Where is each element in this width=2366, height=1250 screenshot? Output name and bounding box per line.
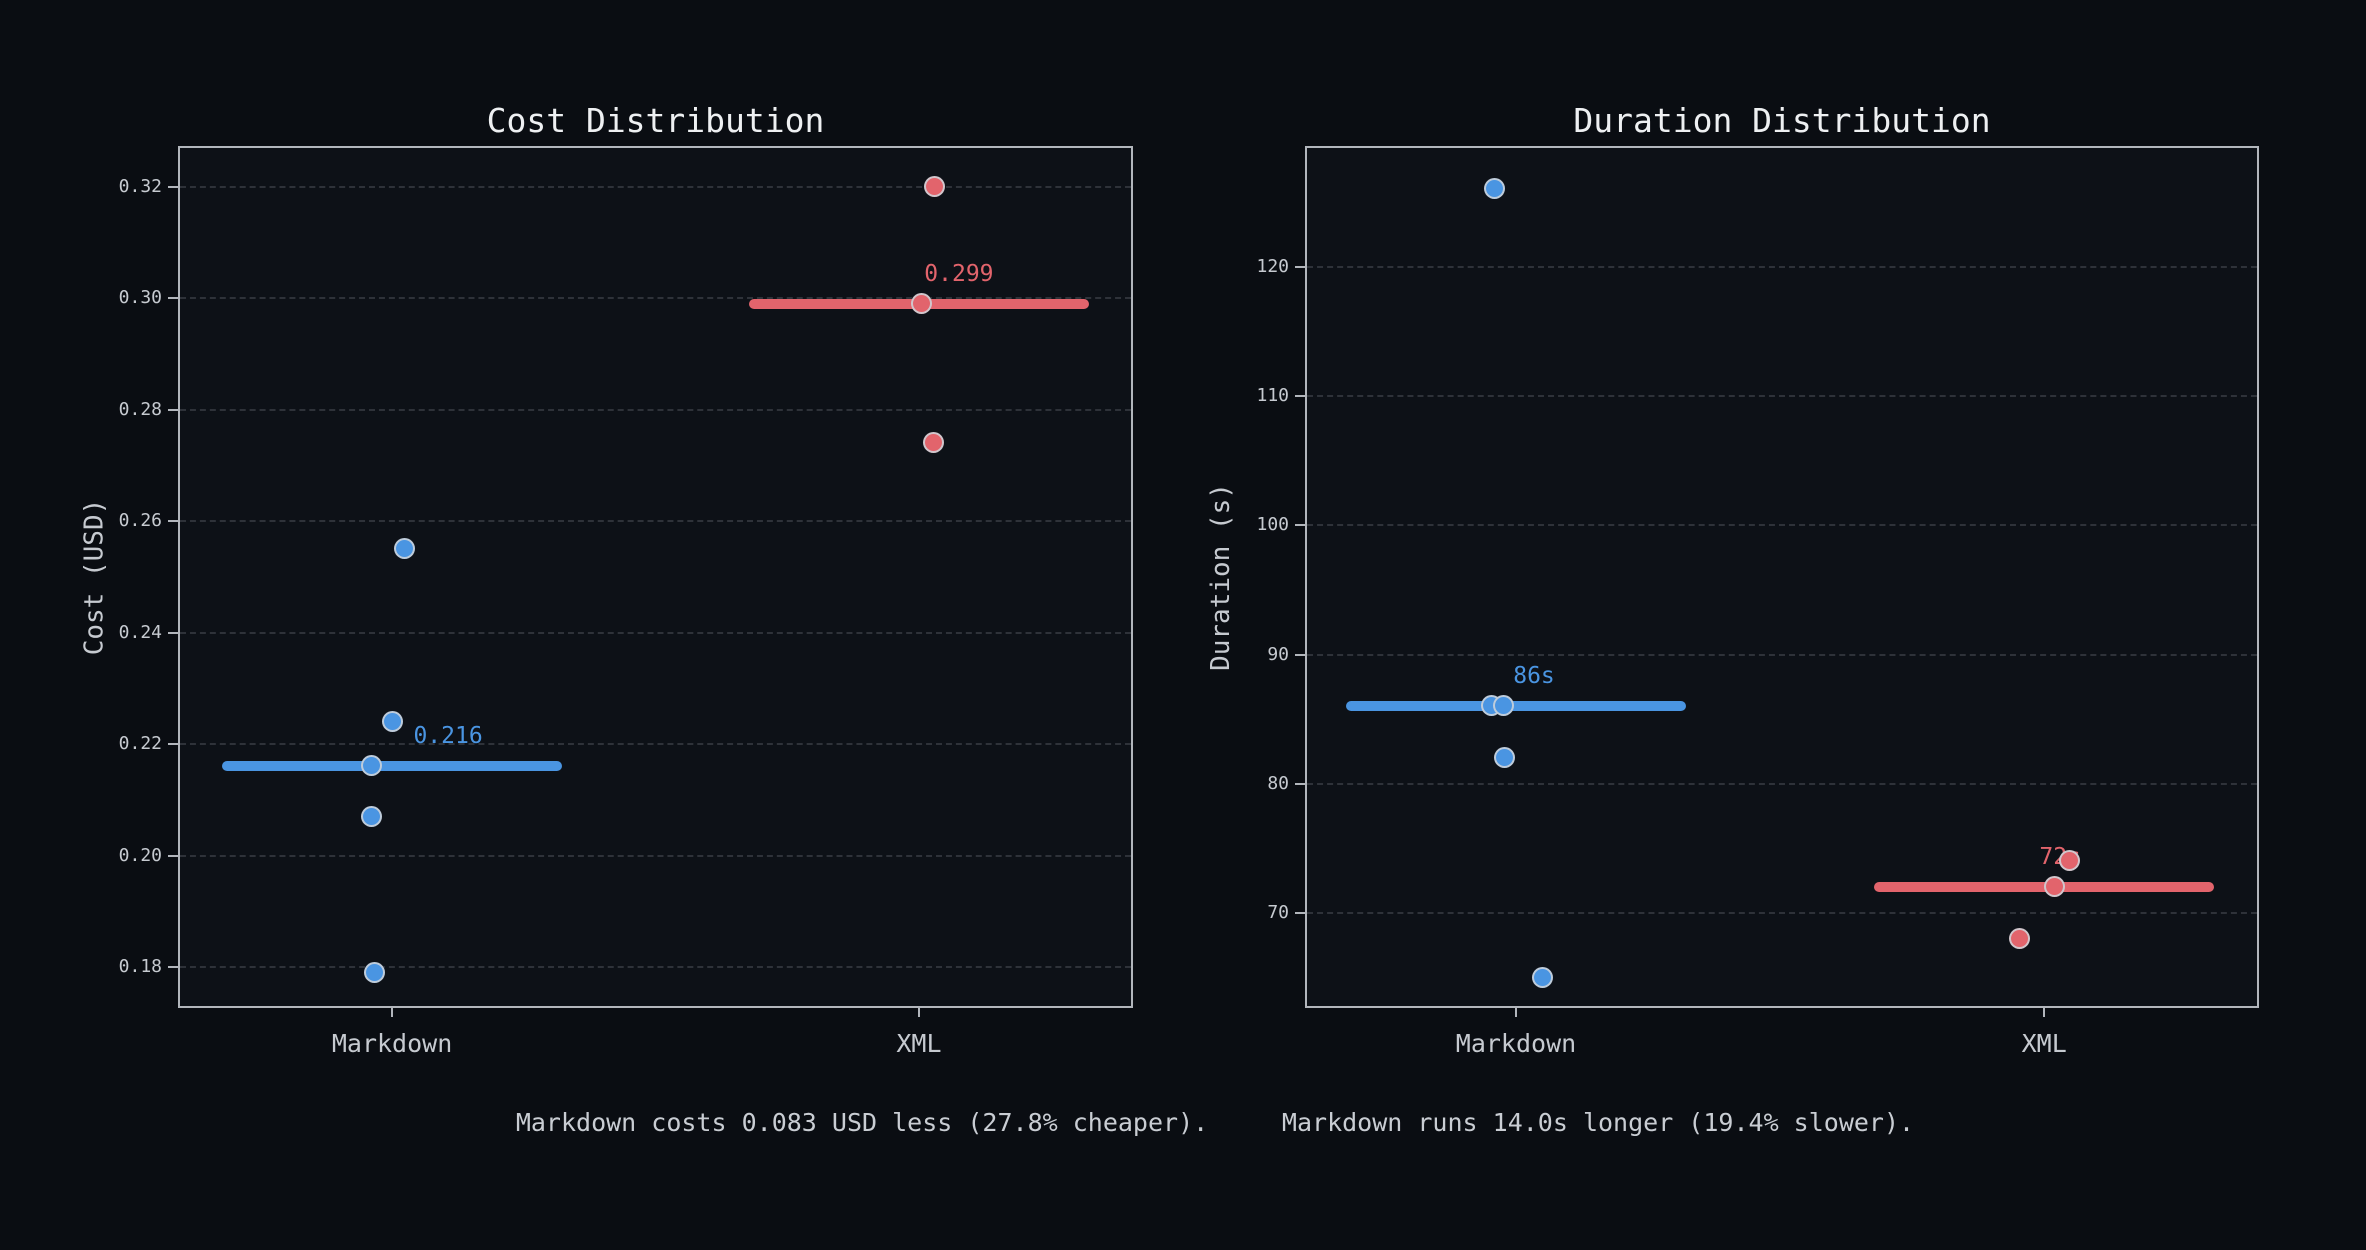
gridline	[180, 186, 1131, 188]
y-tick-label: 0.32	[118, 176, 162, 197]
median-line-markdown	[222, 761, 563, 772]
y-tick-mark	[1295, 395, 1305, 398]
data-point-markdown	[364, 961, 386, 983]
data-point-xml	[2059, 850, 2081, 872]
y-tick-mark	[1295, 653, 1305, 656]
y-tick-label: 0.22	[118, 733, 162, 755]
median-label-markdown: 86s	[1513, 663, 1555, 690]
data-point-xml	[922, 432, 944, 454]
data-point-markdown	[1493, 695, 1514, 717]
data-point-markdown	[1484, 178, 1505, 200]
data-point-markdown	[1532, 966, 1553, 988]
y-tick-label: 0.18	[118, 956, 162, 977]
y-tick-label: 0.30	[118, 287, 162, 309]
y-tick-label: 120	[1256, 255, 1289, 277]
gridline	[1307, 265, 2257, 268]
data-point-markdown	[361, 805, 383, 827]
y-tick-mark	[1295, 911, 1305, 914]
y-tick-mark	[168, 743, 178, 746]
y-tick-label: 110	[1256, 385, 1289, 407]
x-tick-mark	[391, 1008, 394, 1017]
y-tick-mark	[1295, 265, 1305, 268]
y-tick-mark	[1295, 782, 1305, 785]
median-line-markdown	[1346, 701, 1686, 712]
data-point-xml	[2009, 927, 2031, 949]
x-tick-mark	[2043, 1008, 2046, 1017]
gridline	[180, 408, 1131, 411]
y-tick-mark	[168, 186, 178, 188]
gridline	[180, 743, 1131, 746]
y-tick-label: 100	[1256, 514, 1289, 536]
y-tick-label: 0.28	[118, 398, 162, 420]
median-label-markdown: 0.216	[413, 723, 483, 750]
y-tick-mark	[168, 520, 178, 523]
y-tick-mark	[168, 854, 178, 857]
x-tick-mark	[1515, 1008, 1517, 1017]
data-point-xml	[2044, 876, 2066, 898]
x-tick-label-markdown: Markdown	[331, 1029, 453, 1058]
y-tick-label: 90	[1267, 643, 1289, 665]
y-tick-mark	[168, 631, 178, 634]
gridline	[180, 631, 1131, 634]
x-tick-mark	[917, 1008, 920, 1017]
cost-chart-title: Cost Distribution	[486, 101, 825, 140]
y-tick-mark	[168, 297, 178, 300]
gridline	[180, 854, 1131, 857]
x-tick-label-xml: XML	[2021, 1029, 2067, 1058]
data-point-markdown	[382, 710, 404, 732]
y-tick-mark	[1295, 524, 1305, 527]
data-point-markdown	[361, 755, 383, 777]
duration-chart-title: Duration Distribution	[1573, 101, 1991, 140]
gridline	[1307, 524, 2257, 527]
y-tick-label: 0.26	[118, 510, 162, 532]
data-point-markdown	[394, 538, 416, 560]
gridline	[1307, 395, 2257, 398]
y-tick-label: 70	[1267, 901, 1289, 923]
y-tick-label: 0.24	[118, 621, 162, 643]
gridline	[180, 297, 1131, 300]
x-tick-label-markdown: Markdown	[1455, 1029, 1577, 1058]
cost-summary-text: Markdown costs 0.083 USD less (27.8% che…	[515, 1108, 1209, 1137]
median-label-xml: 0.299	[924, 261, 994, 287]
y-tick-label: 80	[1267, 772, 1289, 794]
gridline	[1307, 653, 2257, 656]
cost-chart: Cost Distribution Cost (USD) 0.18 0.20 0.2…	[79, 101, 1133, 1058]
gridline	[180, 520, 1131, 523]
duration-chart: Duration Distribution Duration (s) 70 80 9…	[1206, 101, 2259, 1058]
y-tick-mark	[168, 408, 178, 411]
y-tick-mark	[168, 966, 178, 968]
duration-summary-text: Markdown runs 14.0s longer (19.4% slower…	[1281, 1108, 1915, 1137]
data-point-xml	[923, 176, 945, 197]
data-point-xml	[910, 293, 932, 314]
gridline	[1307, 782, 2257, 785]
cost-y-axis-label: Cost (USD)	[72, 148, 116, 1006]
y-tick-label: 0.20	[118, 844, 162, 866]
x-tick-label-xml: XML	[896, 1029, 942, 1058]
gridline	[1307, 911, 2257, 914]
gridline	[180, 966, 1131, 968]
data-point-markdown	[1494, 746, 1515, 768]
